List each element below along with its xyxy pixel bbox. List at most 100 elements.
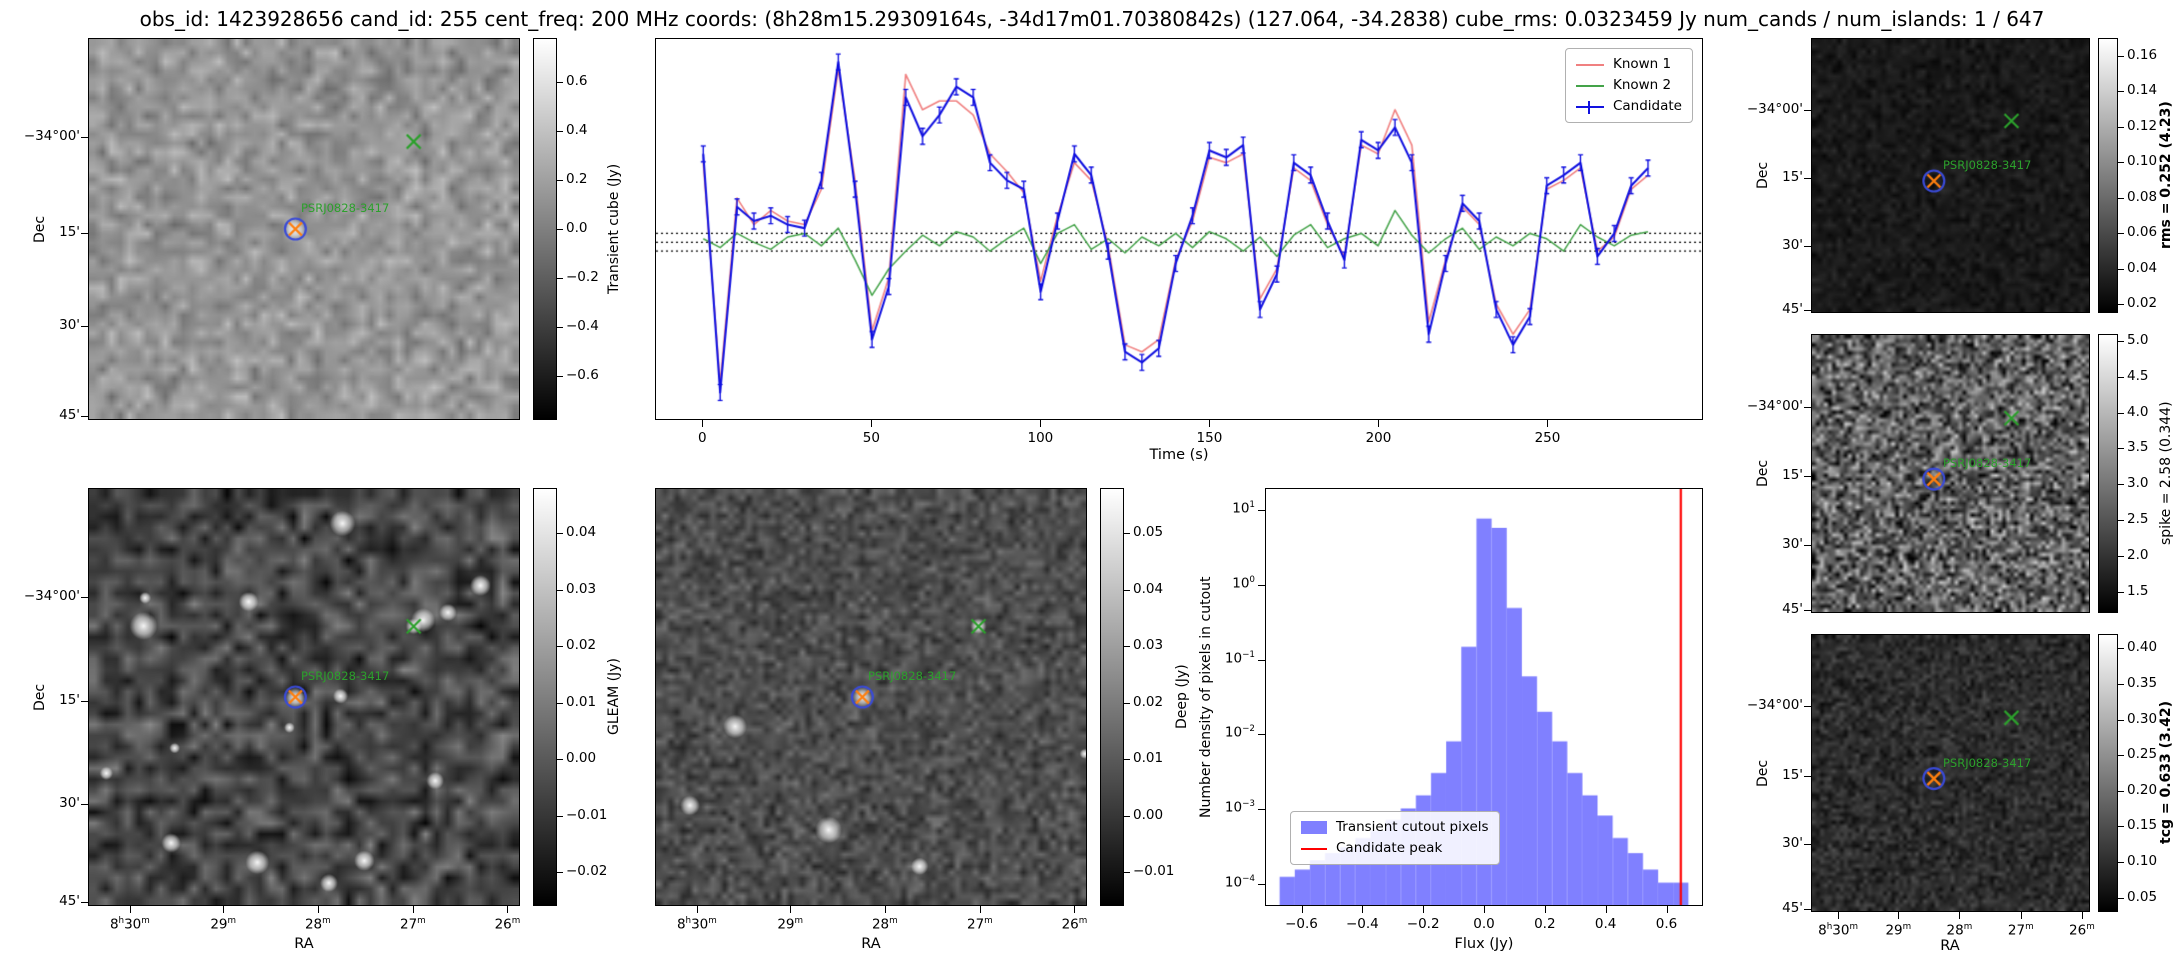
spike-colorbar	[2098, 334, 2118, 613]
tcg-ra-axis-label: RA	[1940, 938, 1960, 954]
dec-tick-label: 45'	[1782, 301, 1803, 318]
tick-mark	[557, 533, 563, 535]
tick-mark	[1258, 659, 1265, 661]
colorbar-tick-label: 0.20	[2127, 781, 2158, 798]
colorbar-tick-label: 2.0	[2127, 546, 2149, 563]
colorbar-tick-label: 0.25	[2127, 746, 2158, 763]
time-tick-label: 100	[1027, 430, 1054, 446]
tick-mark	[1124, 646, 1130, 648]
colorbar-tick-label: 0.15	[2127, 817, 2158, 834]
density-tick-label: 10−3	[1224, 798, 1255, 816]
colorbar-tick-label: 0.4	[566, 122, 588, 139]
legend-label-known2: Known 2	[1612, 77, 1672, 93]
colorbar-tick-label: 0.01	[566, 693, 597, 710]
colorbar-tick-label: 0.08	[2127, 188, 2158, 205]
tick-mark	[557, 82, 563, 84]
tick-mark	[1898, 912, 1900, 919]
colorbar-tick-label: −0.2	[566, 268, 599, 285]
ra-tick-label: 8h30m	[676, 916, 717, 933]
tick-mark	[790, 906, 792, 913]
dec-tick-label: 15'	[1782, 467, 1803, 484]
histogram-bar-sample	[1301, 821, 1327, 834]
tick-mark	[557, 180, 563, 182]
colorbar-tick-label: 0.14	[2127, 82, 2158, 99]
tick-mark	[557, 229, 563, 230]
density-tick-label: 100	[1232, 575, 1255, 592]
tick-mark	[1378, 420, 1380, 427]
tick-mark	[1258, 734, 1265, 736]
tick-mark	[2118, 341, 2124, 343]
tick-mark	[557, 815, 563, 817]
gleam-colorbar-label: GLEAM (Jy)	[606, 658, 622, 736]
lightcurve-x-axis-label: Time (s)	[1149, 447, 1209, 463]
tick-mark	[1074, 906, 1076, 913]
tick-mark	[1804, 706, 1811, 708]
dec-tick-label: 45'	[1782, 900, 1803, 917]
colorbar-tick-label: 0.00	[566, 750, 597, 767]
tick-mark	[557, 646, 563, 648]
legend-label-candidate: Candidate	[1612, 98, 1682, 114]
legend-item-known1: Known 1	[1575, 54, 1682, 75]
ra-tick-label: 26m	[1061, 916, 1088, 933]
ra-tick-label: 28m	[304, 916, 331, 933]
tick-mark	[1258, 585, 1265, 587]
deep-cutout-image	[656, 489, 1086, 905]
tick-mark	[81, 596, 88, 598]
tick-mark	[557, 277, 563, 279]
colorbar-tick-label: 0.05	[1133, 524, 1164, 541]
colorbar-tick-label: −0.01	[1133, 863, 1175, 880]
time-tick-label: 50	[862, 430, 880, 446]
ra-tick-label: 8h30m	[109, 916, 150, 933]
tcg-colorbar	[2098, 634, 2118, 912]
tick-mark	[412, 906, 414, 913]
ra-tick-label: 29m	[1885, 922, 1912, 939]
colorbar-tick-label: 1.5	[2127, 582, 2149, 599]
ra-tick-label: 27m	[399, 916, 426, 933]
tcg-cutout-panel: PSRJ0828-3417	[1811, 634, 2090, 912]
transient-cutout-panel: PSRJ0828-3417	[88, 38, 520, 420]
colorbar-tick-label: −0.01	[566, 806, 608, 823]
tick-mark	[1804, 610, 1811, 612]
colorbar-tick-label: 0.40	[2127, 639, 2158, 656]
dec-tick-label: 30'	[1782, 535, 1803, 552]
dec-tick-label: −34°00'	[1746, 100, 1803, 117]
rms-cutout-panel: PSRJ0828-3417	[1811, 38, 2090, 313]
ra-tick-label: 26m	[2069, 922, 2095, 939]
tick-mark	[223, 906, 225, 913]
tick-mark	[2118, 790, 2124, 792]
tick-mark	[1544, 906, 1546, 913]
lightcurve-legend: Known 1 Known 2 Candidate	[1564, 48, 1693, 123]
tick-mark	[1804, 843, 1811, 845]
tick-mark	[1258, 808, 1265, 810]
tick-mark	[2118, 683, 2124, 685]
colorbar-tick-label: 5.0	[2127, 332, 2149, 349]
ra-tick-label: 29m	[777, 916, 804, 933]
tick-mark	[696, 906, 698, 913]
tick-mark	[702, 420, 704, 427]
density-tick-label: 10−2	[1224, 724, 1255, 741]
source-label: PSRJ0828-3417	[1943, 756, 2032, 770]
dec-tick-label: 15'	[1782, 169, 1803, 186]
legend-label-known1: Known 1	[1612, 56, 1672, 72]
colorbar-tick-label: 0.01	[1133, 750, 1164, 767]
tick-mark	[1209, 420, 1211, 427]
tick-mark	[557, 326, 563, 328]
histogram-y-axis-label: Number density of pixels in cutout	[1198, 576, 1214, 818]
dec-tick-label: 15'	[59, 692, 80, 709]
tick-mark	[1547, 420, 1549, 427]
lightcurve-panel: Known 1 Known 2 Candidate	[655, 38, 1703, 420]
tick-mark	[317, 906, 319, 913]
source-label: PSRJ0828-3417	[301, 669, 390, 683]
tick-mark	[1804, 775, 1811, 777]
histogram-legend: Transient cutout pixels Candidate peak	[1290, 811, 1500, 865]
gleam-ra-axis-label: RA	[294, 936, 314, 952]
tick-mark	[1605, 906, 1607, 913]
dec-tick-label: −34°00'	[1746, 397, 1803, 414]
colorbar-tick-label: 4.0	[2127, 403, 2149, 420]
tick-mark	[1124, 702, 1130, 704]
dec-tick-label: −34°00'	[23, 587, 80, 604]
tick-mark	[1362, 906, 1364, 913]
flux-tick-label: 0.6	[1655, 916, 1678, 932]
source-label: PSRJ0828-3417	[1943, 456, 2032, 470]
tick-mark	[2118, 520, 2124, 521]
